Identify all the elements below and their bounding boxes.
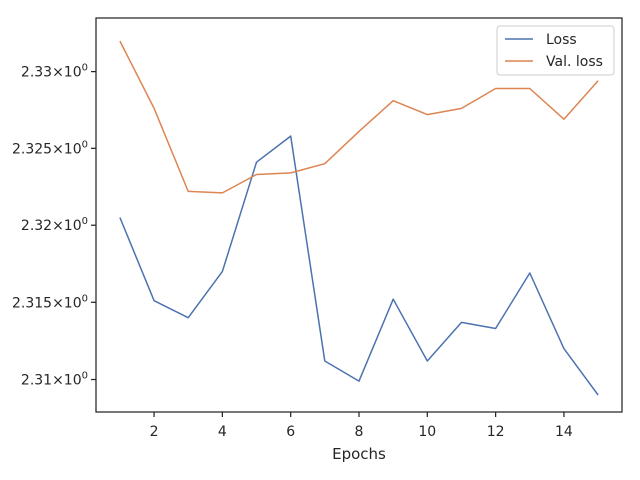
series-line-1 (119, 135, 599, 396)
x-tick-label: 2 (150, 424, 159, 440)
x-tick-label: 8 (355, 424, 364, 440)
plot-frame (95, 17, 623, 413)
series-line-2 (119, 40, 599, 194)
legend-label-2: Val. loss (546, 54, 603, 70)
legend: Loss Val. loss (496, 25, 615, 76)
y-tick-label: 2.32×100 (21, 216, 88, 234)
y-tick-label: 2.315×100 (12, 293, 88, 311)
axes-layer: 2 4 6 8 10 12 14 2.31×100 2.315×100 2.32×100 2.325… (12, 17, 623, 440)
y-tick-label: 2.325×100 (12, 139, 88, 157)
y-tick-label: 2.33×100 (21, 63, 88, 81)
x-tick-label: 10 (418, 424, 436, 440)
x-tick-label: 14 (555, 424, 573, 440)
x-tick-label: 4 (218, 424, 227, 440)
legend-label-1: Loss (546, 32, 577, 48)
series-layer (119, 40, 599, 396)
x-tick-label: 12 (487, 424, 505, 440)
x-axis-label: Epochs (332, 445, 386, 463)
y-tick-label: 2.31×100 (21, 371, 88, 389)
x-tick-label: 6 (286, 424, 295, 440)
